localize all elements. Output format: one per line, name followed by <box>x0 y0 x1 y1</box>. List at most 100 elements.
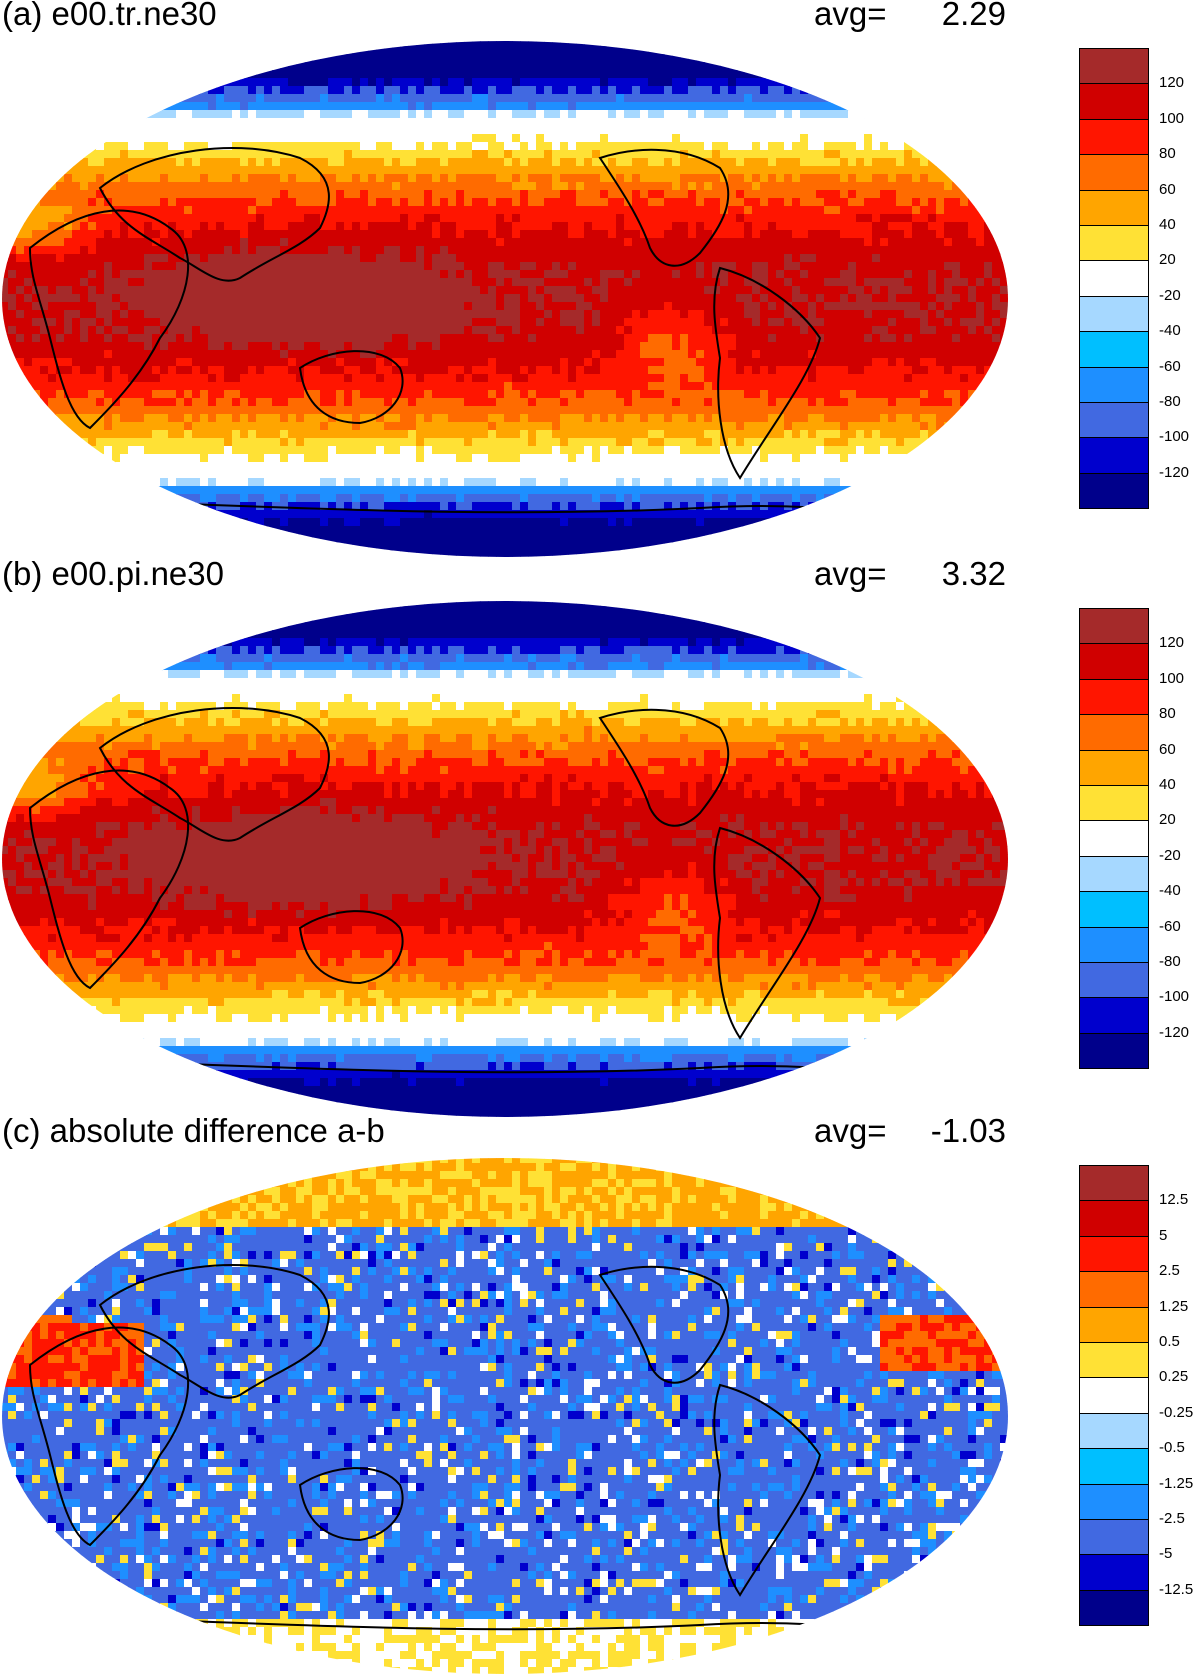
colorbar-box-2 <box>1079 118 1149 156</box>
colorbar-box-12 <box>1079 1032 1149 1070</box>
coastline <box>298 1467 404 1542</box>
avg-label: avg= <box>814 0 886 34</box>
colorbar-box-6 <box>1079 1377 1149 1414</box>
colorbar-label: 2.5 <box>1159 1263 1180 1279</box>
coastline <box>598 708 730 827</box>
colorbar-label: -40 <box>1159 323 1181 339</box>
coastline <box>598 148 730 267</box>
coastline <box>98 147 330 282</box>
colorbar-label: 0.5 <box>1159 1334 1180 1350</box>
colorbar-label: 12.5 <box>1159 1192 1188 1208</box>
panel-a: (a) e00.tr.ne30 avg= 2.29 120 100 80 60 … <box>0 0 1194 560</box>
coastline <box>298 910 404 985</box>
colorbar-box-12 <box>1079 1589 1149 1627</box>
colorbar-box-9 <box>1079 366 1149 403</box>
colorbar-box-8 <box>1079 331 1149 368</box>
panel-title: (a) e00.tr.ne30 <box>2 0 217 34</box>
colorbar-box-10 <box>1079 402 1149 439</box>
colorbar-box-1 <box>1079 1200 1149 1237</box>
world-map <box>2 1158 1008 1674</box>
colorbar-label: 60 <box>1159 741 1176 758</box>
colorbar-label: 1.25 <box>1159 1298 1188 1315</box>
avg-value: 2.29 <box>942 0 1006 34</box>
avg-label: avg= <box>814 554 886 594</box>
colorbar-box-3 <box>1079 714 1149 751</box>
colorbar-box-11 <box>1079 1554 1149 1591</box>
colorbar-label: -40 <box>1159 883 1181 899</box>
coastline <box>713 266 822 480</box>
colorbar-label: 40 <box>1159 217 1176 233</box>
colorbar-box-7 <box>1079 855 1149 893</box>
colorbar-box-3 <box>1079 154 1149 191</box>
colorbar-label: -0.5 <box>1159 1440 1185 1456</box>
avg-label: avg= <box>814 1111 886 1151</box>
world-map <box>2 601 1008 1117</box>
colorbar-box-4 <box>1079 1306 1149 1343</box>
colorbar-box-7 <box>1079 1412 1149 1450</box>
colorbar-box-9 <box>1079 1483 1149 1520</box>
colorbar-label: 80 <box>1159 706 1176 722</box>
coastline <box>713 826 822 1040</box>
colorbar-box-1 <box>1079 83 1149 120</box>
colorbar-label: -60 <box>1159 358 1181 375</box>
avg-value: 3.32 <box>942 554 1006 594</box>
colorbar-label: -2.5 <box>1159 1511 1185 1527</box>
panel-title: (b) e00.pi.ne30 <box>2 554 224 594</box>
colorbar-label: -0.25 <box>1159 1404 1193 1421</box>
colorbar-label: 40 <box>1159 777 1176 793</box>
map-field <box>2 41 1008 557</box>
colorbar: 120 100 80 60 40 20 -20 -40 -60 -80 -100… <box>1079 48 1194 560</box>
colorbar-box-10 <box>1079 1519 1149 1556</box>
colorbar-box-0 <box>1079 608 1149 645</box>
colorbar-label: 120 <box>1159 75 1184 91</box>
colorbar-label: 100 <box>1159 670 1184 687</box>
coastline <box>98 707 330 842</box>
colorbar-label: 80 <box>1159 146 1176 162</box>
colorbar-box-11 <box>1079 997 1149 1034</box>
colorbar-box-4 <box>1079 749 1149 786</box>
colorbar-box-10 <box>1079 962 1149 999</box>
colorbar-label: 20 <box>1159 812 1176 828</box>
colorbar-label: -20 <box>1159 287 1181 304</box>
colorbar-box-5 <box>1079 1342 1149 1379</box>
coastline <box>98 1264 330 1399</box>
map-field <box>2 601 1008 1117</box>
colorbar-box-2 <box>1079 1235 1149 1273</box>
colorbar-label: 5 <box>1159 1227 1167 1244</box>
colorbar-box-5 <box>1079 785 1149 822</box>
colorbar-label: 0.25 <box>1159 1369 1188 1385</box>
avg-value: -1.03 <box>931 1111 1006 1151</box>
colorbar-box-3 <box>1079 1271 1149 1308</box>
colorbar-label: -120 <box>1159 1024 1189 1041</box>
colorbar-box-8 <box>1079 891 1149 928</box>
colorbar-box-2 <box>1079 678 1149 716</box>
coastline <box>298 350 404 425</box>
colorbar-label: -5 <box>1159 1546 1172 1562</box>
panel-c: (c) absolute difference a-b avg= -1.03 1… <box>0 1112 1194 1677</box>
panel-b: (b) e00.pi.ne30 avg= 3.32 120 100 80 60 … <box>0 555 1194 1120</box>
colorbar-box-9 <box>1079 926 1149 963</box>
world-map <box>2 41 1008 557</box>
colorbar-label: -100 <box>1159 429 1189 445</box>
colorbar-label: -80 <box>1159 954 1181 970</box>
colorbar-box-1 <box>1079 643 1149 680</box>
colorbar-box-4 <box>1079 189 1149 226</box>
colorbar-box-6 <box>1079 820 1149 857</box>
colorbar-label: -1.25 <box>1159 1475 1193 1492</box>
colorbar-label: 100 <box>1159 110 1184 127</box>
colorbar-box-0 <box>1079 48 1149 85</box>
coastline <box>28 1326 190 1547</box>
colorbar-box-11 <box>1079 437 1149 474</box>
coastline <box>598 1265 730 1384</box>
colorbar-label: -60 <box>1159 918 1181 935</box>
colorbar-box-5 <box>1079 225 1149 262</box>
colorbar-box-8 <box>1079 1448 1149 1485</box>
map-field <box>2 1158 1008 1674</box>
colorbar-box-0 <box>1079 1165 1149 1202</box>
coastline <box>28 769 190 990</box>
coastline <box>713 1383 822 1597</box>
colorbar-box-12 <box>1079 472 1149 510</box>
colorbar-label: -12.5 <box>1159 1581 1193 1598</box>
colorbar-label: -100 <box>1159 989 1189 1005</box>
colorbar-label: 60 <box>1159 181 1176 198</box>
